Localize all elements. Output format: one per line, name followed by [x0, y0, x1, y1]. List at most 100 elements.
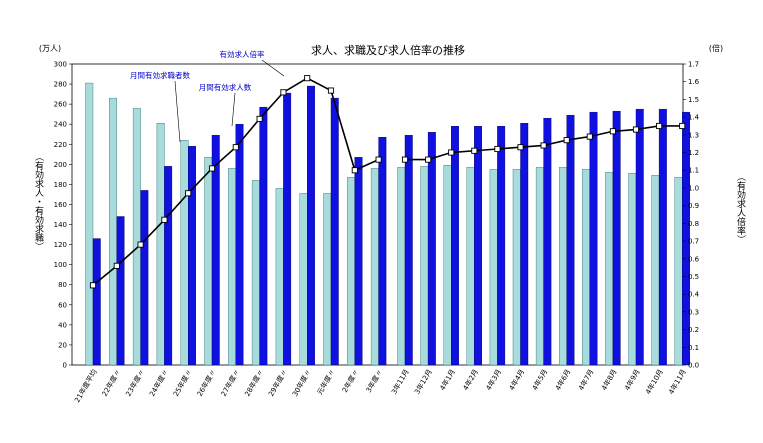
bar-job-openings	[520, 122, 529, 366]
left-tick-label: 220	[54, 141, 67, 149]
ratio-point	[448, 149, 455, 156]
x-category-label: 3年度〃	[364, 368, 385, 395]
ratio-point	[89, 282, 97, 289]
x-category-label: 4年4月	[507, 368, 526, 392]
ratio-point	[679, 122, 686, 130]
right-tick-label: 0.4	[688, 291, 700, 299]
bar-job-seekers	[85, 82, 94, 366]
right-tick-label: 0.5	[688, 273, 699, 281]
left-tick-label: 200	[54, 161, 67, 169]
bar-job-openings	[497, 126, 506, 366]
bar-job-openings	[451, 126, 459, 366]
ratio-point	[540, 142, 547, 149]
bar-job-openings	[283, 92, 292, 366]
left-tick-label: 300	[54, 61, 67, 69]
bar-job-openings	[307, 85, 315, 366]
left-tick-label: 120	[54, 241, 67, 249]
legend-openings-pointer	[231, 92, 236, 127]
bar-job-openings	[378, 137, 387, 366]
right-tick-label: 0.8	[688, 220, 699, 228]
bar-job-openings	[658, 108, 667, 366]
right-tick-label: 1.2	[688, 149, 699, 157]
x-category-label: 4年6月	[553, 368, 572, 392]
ratio-point	[471, 147, 478, 154]
bar-job-openings	[589, 111, 598, 366]
left-tick-label: 280	[54, 81, 67, 89]
ratio-point	[161, 216, 168, 223]
bar-job-seekers	[347, 177, 355, 366]
left-tick-label: 20	[58, 341, 67, 349]
ratio-point	[609, 128, 616, 135]
ratio-point	[185, 190, 192, 197]
bar-job-openings	[92, 238, 101, 366]
legend-seekers: 月間有効求職者数	[130, 70, 190, 80]
x-category-label: 4年7月	[576, 368, 595, 392]
ratio-point	[113, 262, 120, 269]
left-tick-label: 160	[54, 201, 67, 209]
bar-job-seekers	[512, 169, 521, 366]
ratio-point	[280, 89, 287, 96]
x-category-label: 4年9月	[622, 368, 641, 392]
ratio-point	[232, 144, 239, 151]
bar-job-seekers	[275, 188, 284, 366]
x-category-label: 24年度〃	[147, 368, 170, 398]
ratio-point	[208, 165, 216, 172]
right-tick-label: 1.0	[688, 184, 699, 192]
bar-job-seekers	[397, 167, 406, 366]
legend-seekers-pointer	[174, 80, 181, 143]
bar-job-seekers	[109, 97, 118, 366]
bar-job-openings	[543, 117, 552, 366]
bar-job-openings	[164, 166, 173, 366]
bar-job-openings	[635, 108, 644, 366]
right-axis-title: （有効求人倍率）	[735, 172, 745, 244]
bar-job-seekers	[251, 180, 260, 366]
x-category-label: 4年10月	[643, 368, 664, 396]
left-tick-label: 100	[54, 261, 67, 269]
bar-marks	[85, 82, 690, 366]
ratio-point	[517, 144, 524, 151]
x-category-label: 4年5月	[530, 368, 549, 392]
axis-ticks: 0 20 40 60 80 100 120 140 160 180 200 220 240 260 280 3…	[54, 61, 700, 370]
ratio-line	[89, 75, 686, 289]
chart-title: 求人、求職及び求人倍率の推移	[311, 43, 465, 57]
right-tick-label: 0.1	[688, 344, 699, 352]
bar-job-seekers	[651, 175, 660, 366]
left-tick-label: 240	[54, 121, 67, 129]
ratio-point	[632, 126, 640, 133]
x-category-label: 4年3月	[484, 368, 503, 392]
right-tick-label: 1.6	[688, 78, 700, 86]
bar-job-openings	[474, 126, 482, 366]
ratio-point	[327, 87, 335, 94]
bar-job-openings	[427, 132, 436, 366]
bar-job-seekers	[582, 169, 590, 366]
x-category-label: 4年2月	[461, 368, 480, 392]
bar-job-openings	[211, 135, 220, 366]
ratio-point	[656, 122, 663, 130]
left-axis-title: （有効求人・有効求職）	[33, 152, 43, 251]
x-category-label: 25年度〃	[171, 368, 194, 398]
x-category-label: 元年度〃	[315, 368, 337, 397]
left-tick-label: 0	[63, 362, 67, 370]
bar-job-openings	[330, 97, 339, 366]
bar-job-seekers	[132, 107, 141, 366]
x-category-label: 4年11月	[666, 368, 687, 396]
x-category-label: 4年8月	[599, 368, 618, 392]
bar-job-seekers	[605, 172, 614, 366]
x-category-label: 3年11月	[389, 368, 410, 396]
x-category-label: 28年度〃	[243, 368, 266, 398]
left-unit-label: (万人)	[39, 44, 61, 53]
bar-job-seekers	[628, 173, 637, 366]
left-tick-label: 40	[58, 321, 67, 329]
bar-job-openings	[116, 216, 125, 366]
x-category-label: 26年度〃	[195, 368, 218, 398]
bar-job-openings	[140, 190, 149, 366]
x-category-label: 29年度〃	[266, 368, 289, 398]
right-tick-label: 1.4	[688, 114, 700, 122]
bar-job-seekers	[370, 168, 379, 366]
ratio-point	[586, 133, 593, 140]
bar-job-openings	[259, 106, 268, 366]
left-tick-label: 260	[54, 101, 67, 109]
right-unit-label: (倍)	[709, 43, 723, 53]
bar-job-seekers	[466, 167, 475, 366]
